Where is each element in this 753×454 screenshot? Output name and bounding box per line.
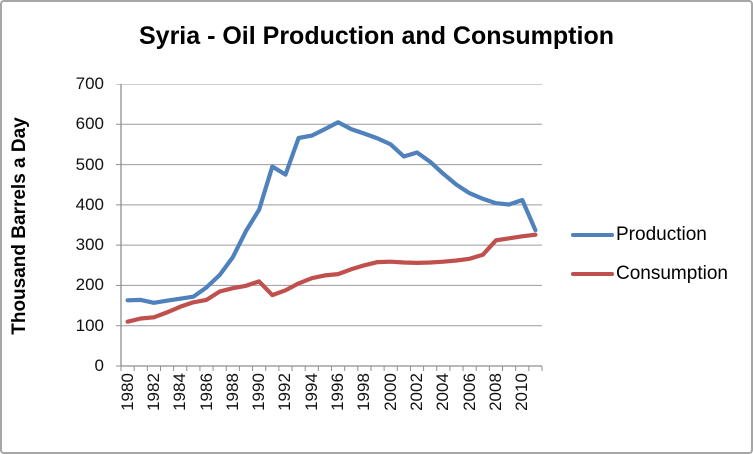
x-tick-label: 1980: [117, 373, 137, 411]
x-tick-label: 2004: [433, 373, 453, 411]
legend-item-consumption: Consumption: [571, 263, 728, 285]
x-tick-label: 2010: [512, 373, 532, 411]
production-line: [125, 120, 538, 305]
y-axis-title: Thousand Barrels a Day: [9, 117, 30, 335]
production-line-swatch: [571, 232, 614, 238]
consumption-line-swatch: [571, 271, 614, 277]
chart-title: Syria - Oil Production and Consumption: [138, 22, 614, 50]
y-tick-label: 200: [75, 275, 104, 295]
x-tick-label: 2002: [407, 373, 427, 411]
y-tick-label: 300: [75, 235, 104, 255]
x-tick-label: 1990: [249, 373, 269, 411]
y-tick-label: 400: [75, 194, 104, 214]
y-tick-label: 500: [75, 154, 104, 174]
y-tick-label: 600: [75, 114, 104, 134]
x-tick-label: 1998: [354, 373, 374, 411]
legend-label-production: Production: [616, 224, 707, 245]
x-tick-label: 1982: [143, 373, 163, 411]
x-tick-label: 1984: [170, 373, 190, 411]
legend-item-production: Production: [571, 224, 728, 246]
legend: Production Consumption: [571, 224, 728, 302]
x-tick-label: 2006: [459, 373, 479, 411]
x-tick-label: 1986: [196, 373, 216, 411]
x-tick-label: 1992: [275, 373, 295, 411]
x-tick-label: 2000: [380, 373, 400, 411]
x-tick-label: 1988: [222, 373, 242, 411]
plot-area: [116, 84, 543, 371]
y-tick-label: 0: [94, 356, 104, 375]
x-tick-label: 1994: [301, 373, 321, 411]
y-tick-label: 700: [75, 74, 104, 93]
x-tick-label: 1996: [328, 373, 348, 411]
consumption-line: [125, 232, 538, 324]
legend-label-consumption: Consumption: [616, 263, 728, 284]
y-tick-label: 100: [75, 315, 104, 335]
x-tick-label: 2008: [485, 373, 505, 411]
